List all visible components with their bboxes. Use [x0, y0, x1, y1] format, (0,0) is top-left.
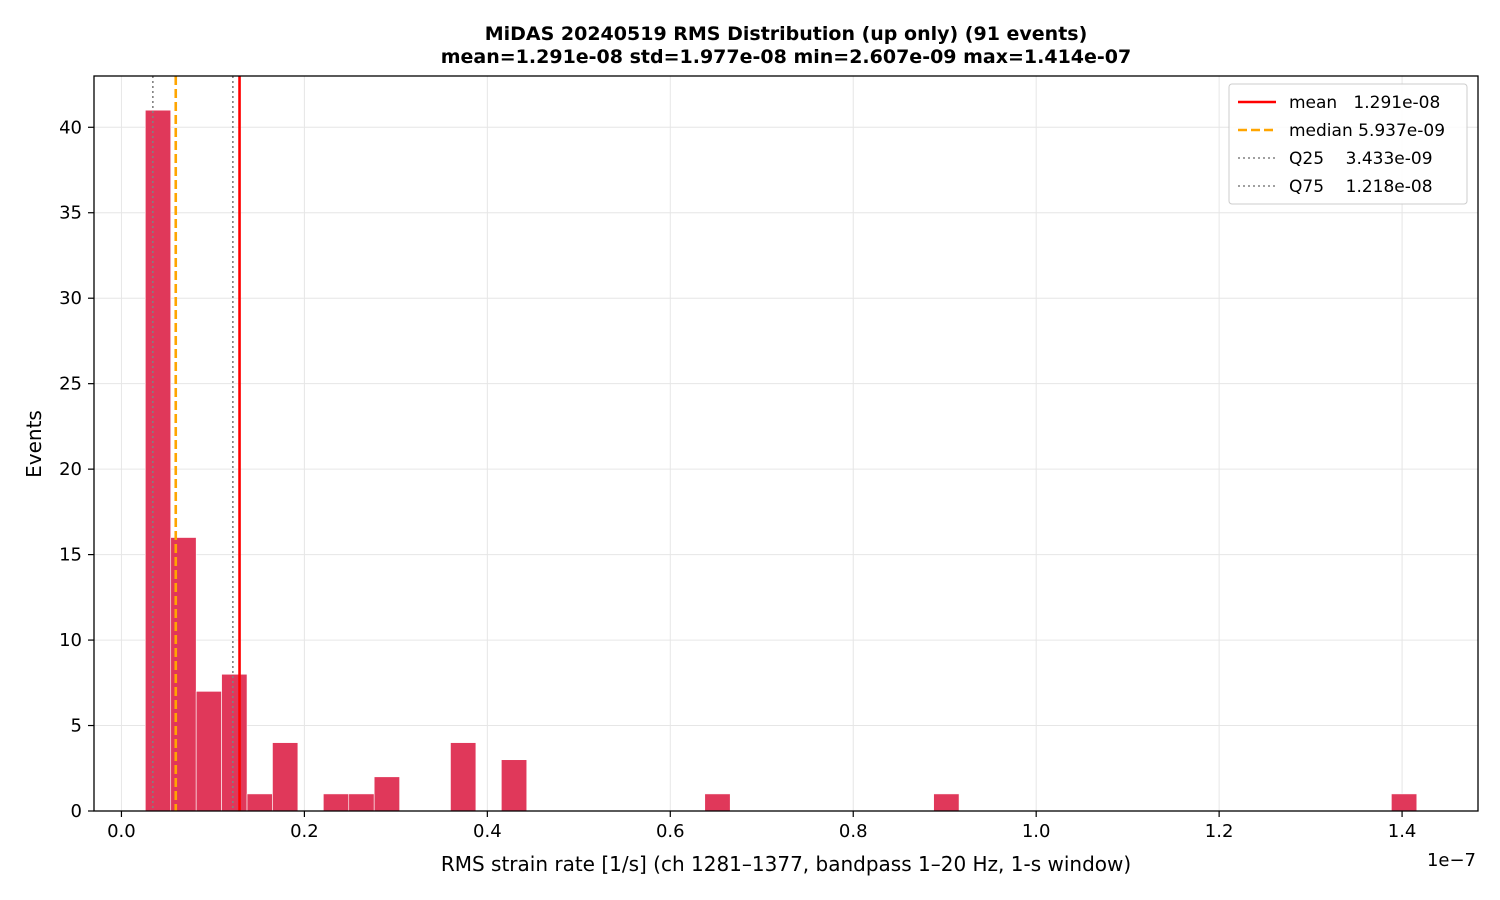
histogram-bar — [704, 793, 731, 812]
legend: mean 1.291e-08 median 5.937e-09 Q25 3.433e… — [1228, 83, 1468, 205]
histogram-bar — [221, 673, 248, 812]
y-tick-label: 0 — [71, 801, 82, 822]
x-axis-ticks: 0.0 0.2 0.4 0.6 0.8 1.0 1.2 1.4 — [107, 811, 1416, 842]
legend-Q25-label: Q25 3.433e-09 — [1289, 149, 1433, 169]
reference-lines — [152, 76, 241, 811]
legend-box — [1228, 83, 1468, 205]
y-tick-label: 20 — [59, 459, 82, 480]
x-tick-label: 0.6 — [656, 821, 685, 842]
histogram-bar — [1391, 793, 1418, 812]
legend-median-label: median 5.937e-09 — [1289, 121, 1445, 141]
grid — [94, 76, 1478, 812]
x-axis-offset-label: 1e−7 — [1427, 850, 1476, 871]
x-tick-label: 1.0 — [1022, 821, 1051, 842]
x-tick-label: 1.2 — [1205, 821, 1234, 842]
y-tick-label: 40 — [59, 117, 82, 138]
y-axis-ticks: 0 5 10 15 20 25 30 35 40 — [59, 117, 94, 822]
chart-title-line2: mean=1.291e-08 std=1.977e-08 min=2.607e-… — [441, 46, 1132, 68]
histogram-bar — [272, 742, 299, 812]
legend-Q75-label: Q75 1.218e-08 — [1289, 177, 1433, 197]
y-tick-label: 25 — [59, 374, 82, 395]
x-tick-label: 0.0 — [107, 821, 136, 842]
histogram-bar — [195, 691, 222, 812]
histogram-bar — [373, 776, 400, 812]
histogram-bar — [246, 793, 273, 812]
y-tick-label: 5 — [71, 716, 82, 737]
x-tick-label: 1.4 — [1388, 821, 1417, 842]
histogram-bar — [933, 793, 960, 812]
histogram-bars — [145, 109, 1418, 812]
histogram-bar — [145, 109, 172, 812]
histogram-bar — [348, 793, 375, 812]
legend-mean-label: mean 1.291e-08 — [1289, 93, 1440, 113]
plot-frame — [93, 75, 1479, 812]
y-tick-label: 15 — [59, 545, 82, 566]
histogram-bar — [323, 793, 350, 812]
histogram-bar — [501, 759, 528, 812]
y-tick-label: 30 — [59, 288, 82, 309]
x-tick-label: 0.2 — [290, 821, 319, 842]
chart-title-line1: MiDAS 20240519 RMS Distribution (up only… — [485, 23, 1088, 45]
y-axis-label: Events — [22, 410, 46, 478]
histogram-bar — [450, 742, 477, 812]
x-axis-label: RMS strain rate [1/s] (ch 1281–1377, ban… — [441, 852, 1131, 876]
y-tick-label: 10 — [59, 630, 82, 651]
x-tick-label: 0.8 — [839, 821, 868, 842]
x-tick-label: 0.4 — [473, 821, 502, 842]
y-tick-label: 35 — [59, 203, 82, 224]
